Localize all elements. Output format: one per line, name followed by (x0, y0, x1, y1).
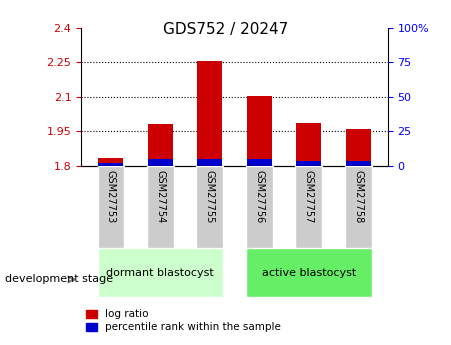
FancyBboxPatch shape (345, 166, 372, 248)
Bar (247, 159, 272, 166)
Text: GSM27755: GSM27755 (205, 170, 215, 223)
Legend: log ratio, percentile rank within the sample: log ratio, percentile rank within the sa… (87, 309, 281, 333)
Bar (296, 123, 321, 166)
Bar (346, 129, 371, 166)
FancyBboxPatch shape (97, 248, 223, 297)
Text: GSM27757: GSM27757 (304, 170, 314, 223)
Bar (98, 158, 123, 166)
Text: GSM27754: GSM27754 (155, 170, 166, 223)
Bar (98, 163, 123, 166)
Text: GSM27758: GSM27758 (353, 170, 363, 223)
Text: GDS752 / 20247: GDS752 / 20247 (163, 22, 288, 37)
Bar (346, 161, 371, 166)
Text: development stage: development stage (5, 275, 113, 284)
Bar (296, 161, 321, 166)
FancyBboxPatch shape (246, 166, 272, 248)
FancyBboxPatch shape (97, 166, 124, 248)
Bar (148, 124, 173, 166)
Bar (198, 61, 222, 166)
Text: GSM27753: GSM27753 (106, 170, 116, 223)
Text: active blastocyst: active blastocyst (262, 268, 356, 277)
FancyBboxPatch shape (197, 166, 223, 248)
Text: GSM27756: GSM27756 (254, 170, 264, 223)
Bar (198, 159, 222, 166)
Bar (247, 96, 272, 166)
Text: dormant blastocyst: dormant blastocyst (106, 268, 214, 277)
FancyBboxPatch shape (295, 166, 322, 248)
Bar (148, 159, 173, 166)
FancyBboxPatch shape (147, 166, 174, 248)
FancyBboxPatch shape (246, 248, 372, 297)
